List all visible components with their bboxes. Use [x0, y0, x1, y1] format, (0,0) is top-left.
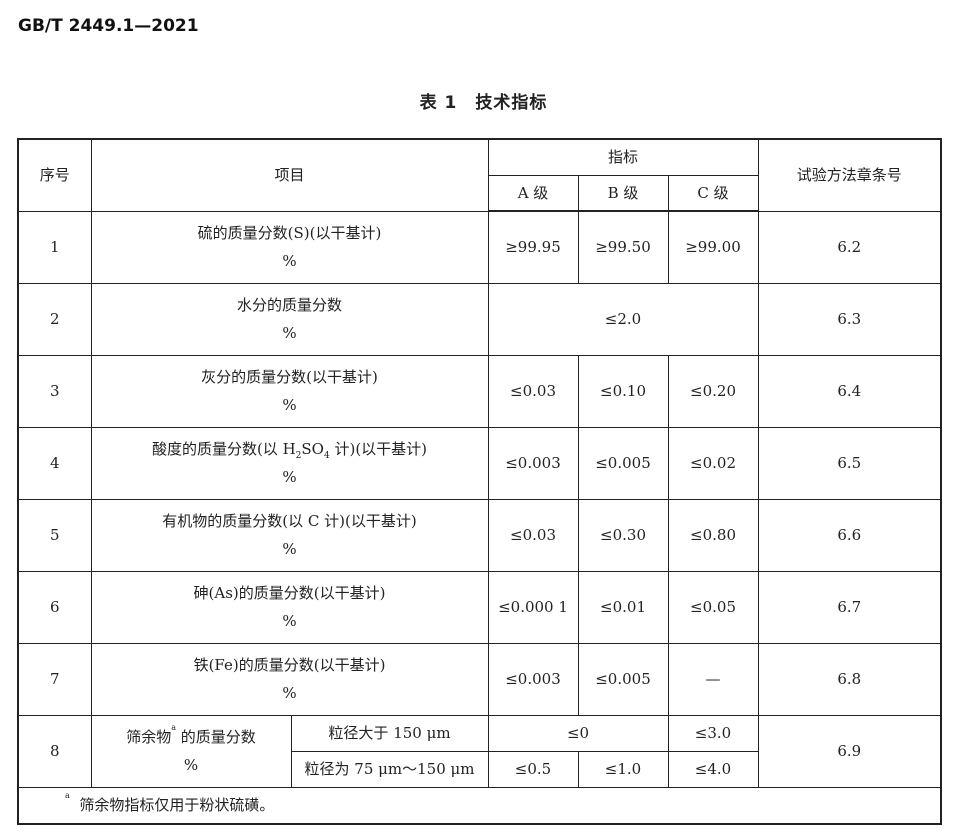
method-clause: 6.5: [757, 426, 942, 500]
value-b: ≤0.30: [577, 498, 669, 572]
technical-index-table: 序号 项目 指标 试验方法章条号 A 级 B 级 C 级 1 硫的质量分数(S)…: [17, 138, 942, 825]
table-row: 7 铁(Fe)的质量分数(以干基计)% ≤0.003 ≤0.005 — 6.8: [17, 642, 942, 716]
row-item: 有机物的质量分数(以 C 计)(以干基计)%: [90, 498, 489, 572]
row-no: 3: [17, 354, 92, 428]
value-b: ≤0.005: [577, 426, 669, 500]
col-c: C 级: [667, 174, 759, 212]
value-a: ≤0.003: [487, 426, 579, 500]
col-a: A 级: [487, 174, 579, 212]
table-row: 5 有机物的质量分数(以 C 计)(以干基计)% ≤0.03 ≤0.30 ≤0.…: [17, 498, 942, 572]
standard-number: GB/T 2449.1—2021: [18, 16, 199, 36]
value-b: ≥99.50: [577, 210, 669, 284]
table-row: 1 硫的质量分数(S)(以干基计)% ≥99.95 ≥99.50 ≥99.00 …: [17, 210, 942, 284]
method-clause: 6.9: [757, 714, 942, 788]
row-item: 砷(As)的质量分数(以干基计)%: [90, 570, 489, 644]
value-b: ≤0.005: [577, 642, 669, 716]
method-clause: 6.6: [757, 498, 942, 572]
value-a: ≤0.03: [487, 354, 579, 428]
sub-item-label: 粒径大于 150 μm: [290, 714, 489, 752]
value-c: —: [667, 642, 759, 716]
table-row: 2 水分的质量分数% ≤2.0 6.3: [17, 282, 942, 356]
method-clause: 6.2: [757, 210, 942, 284]
row-no: 6: [17, 570, 92, 644]
value-c: ≤0.02: [667, 426, 759, 500]
col-b: B 级: [577, 174, 669, 212]
value-b: ≤0.10: [577, 354, 669, 428]
value-c: ≥99.00: [667, 210, 759, 284]
table-title: 表 1 技术指标: [419, 93, 548, 113]
row-no: 4: [17, 426, 92, 500]
table-row: 粒径为 75 μm～150 μm ≤0.5 ≤1.0 ≤4.0: [18, 750, 941, 788]
row-no: 2: [17, 282, 92, 356]
table-row: 3 灰分的质量分数(以干基计)% ≤0.03 ≤0.10 ≤0.20 6.4: [17, 354, 942, 428]
value-b: ≤0.01: [577, 570, 669, 644]
sub-item-label: 粒径为 75 μm～150 μm: [290, 750, 489, 788]
col-index: 指标: [487, 138, 759, 176]
value-c: ≤0.05: [667, 570, 759, 644]
value-a: ≤0.000 1: [487, 570, 579, 644]
row-item: 铁(Fe)的质量分数(以干基计)%: [90, 642, 489, 716]
method-clause: 6.4: [757, 354, 942, 428]
row-item: 筛余物a 的质量分数%: [90, 714, 292, 788]
row-item: 水分的质量分数%: [90, 282, 489, 356]
col-item: 项目: [90, 138, 489, 212]
method-clause: 6.7: [757, 570, 942, 644]
value-b: ≤1.0: [577, 750, 669, 788]
row-item: 硫的质量分数(S)(以干基计)%: [90, 210, 489, 284]
method-clause: 6.8: [757, 642, 942, 716]
value-a: ≤0.003: [487, 642, 579, 716]
table-row: 8 筛余物a 的质量分数% 粒径大于 150 μm ≤0 ≤3.0 6.9: [17, 714, 942, 788]
col-method: 试验方法章条号: [757, 138, 942, 212]
footnote-row: a 筛余物指标仅用于粉状硫磺。: [17, 786, 942, 825]
table-row: 4 酸度的质量分数(以 H2SO4 计)(以干基计)% ≤0.003 ≤0.00…: [17, 426, 942, 500]
value-c: ≤0.80: [667, 498, 759, 572]
value-c: ≤4.0: [667, 750, 759, 788]
row-item: 灰分的质量分数(以干基计)%: [90, 354, 489, 428]
footnote: a 筛余物指标仅用于粉状硫磺。: [17, 786, 942, 825]
row-no: 8: [17, 714, 92, 788]
value-a: ≤0.5: [487, 750, 579, 788]
table-row: 6 砷(As)的质量分数(以干基计)% ≤0.000 1 ≤0.01 ≤0.05…: [17, 570, 942, 644]
row-no: 1: [17, 210, 92, 284]
method-clause: 6.3: [757, 282, 942, 356]
value-a: ≥99.95: [487, 210, 579, 284]
row-no: 7: [17, 642, 92, 716]
col-no: 序号: [17, 138, 92, 212]
row-no: 5: [17, 498, 92, 572]
row-item: 酸度的质量分数(以 H2SO4 计)(以干基计)%: [90, 426, 489, 500]
value-c: ≤3.0: [667, 714, 759, 752]
value-c: ≤0.20: [667, 354, 759, 428]
value-all: ≤2.0: [487, 282, 759, 356]
value-ab: ≤0: [487, 714, 669, 752]
value-a: ≤0.03: [487, 498, 579, 572]
